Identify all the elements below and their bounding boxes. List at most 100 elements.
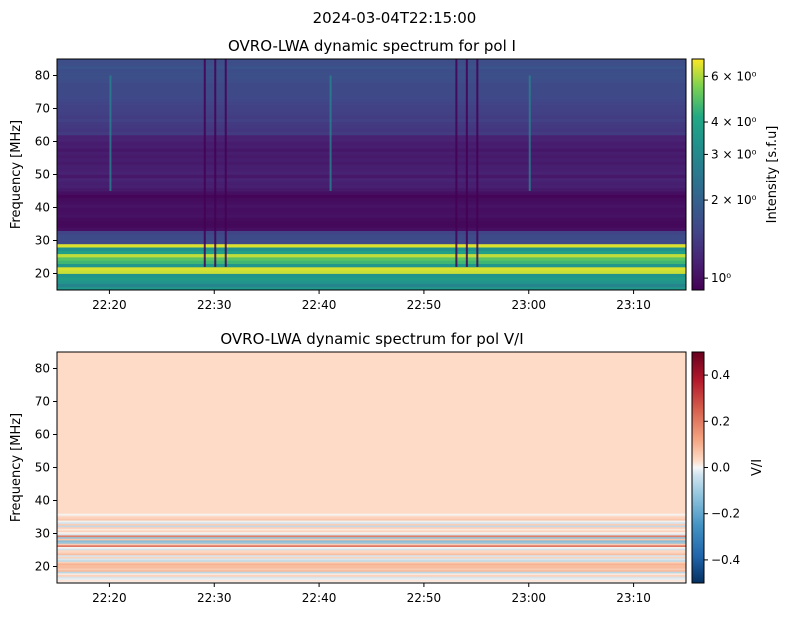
stokes-vi-freq-row xyxy=(57,563,686,566)
stokes-i-freq-row xyxy=(57,207,686,212)
stokes-i-freq-row xyxy=(57,164,686,169)
stokes-i-freq-row xyxy=(57,276,686,281)
stokes-i-dropout xyxy=(476,59,479,267)
stokes-vi-colorbar-ticks: 0.4 0.2 0.0 −0.2 −0.4 xyxy=(704,368,740,567)
y-tick-label: 30 xyxy=(35,527,50,541)
x-tick-label: 23:10 xyxy=(616,591,651,605)
stokes-vi-freq-row xyxy=(57,523,686,526)
stokes-i-freq-row xyxy=(57,134,686,139)
stokes-vi-panel: OVRO-LWA dynamic spectrum for pol V/I 22… xyxy=(9,330,765,605)
stokes-vi-freq-row xyxy=(57,517,686,519)
stokes-i-freq-row xyxy=(57,68,686,73)
stokes-i-freq-row xyxy=(57,266,686,271)
stokes-i-freq-row xyxy=(57,286,686,291)
stokes-vi-freq-row xyxy=(57,536,686,539)
stokes-i-freq-row xyxy=(57,59,686,63)
stokes-i-freq-row xyxy=(57,253,686,258)
stokes-i-burst xyxy=(109,75,112,191)
stokes-i-panel: OVRO-LWA dynamic spectrum for pol I 22:2… xyxy=(9,37,780,312)
stokes-i-burst xyxy=(329,75,332,191)
stokes-i-ylabel: Frequency [MHz] xyxy=(9,120,24,229)
stokes-i-colorbar xyxy=(691,58,705,291)
x-tick-label: 22:50 xyxy=(407,298,442,312)
stokes-i-freq-row xyxy=(57,263,686,268)
stokes-i-freq-row xyxy=(57,240,686,245)
stokes-vi-freq-row xyxy=(57,574,686,577)
stokes-vi-freq-row xyxy=(57,513,686,516)
stokes-vi-freq-row xyxy=(57,525,686,528)
stokes-i-colorbar-label: Intensity [s.f.u] xyxy=(765,126,780,224)
x-tick-label: 22:40 xyxy=(302,591,337,605)
stokes-i-freq-row xyxy=(57,230,686,235)
y-tick-label: 50 xyxy=(35,461,50,475)
stokes-i-freq-row xyxy=(57,138,686,142)
stokes-i-freq-row xyxy=(57,82,686,86)
stokes-vi-freq-row xyxy=(57,533,686,536)
stokes-vi-freq-row xyxy=(57,559,686,562)
stokes-vi-y-axis: 20 30 40 50 60 70 80 xyxy=(35,362,57,574)
stokes-i-freq-row xyxy=(57,273,686,278)
x-tick-label: 23:00 xyxy=(511,591,546,605)
stokes-vi-freq-row xyxy=(57,558,686,561)
stokes-i-freq-row xyxy=(57,95,686,99)
stokes-vi-freq-row xyxy=(57,581,686,584)
stokes-i-freq-row xyxy=(57,105,686,109)
x-tick-label: 22:20 xyxy=(92,591,127,605)
stokes-i-freq-row xyxy=(57,187,686,192)
y-tick-label: 50 xyxy=(35,168,50,182)
stokes-i-freq-row xyxy=(57,174,686,179)
stokes-vi-freq-row xyxy=(57,543,686,546)
stokes-i-freq-row xyxy=(57,62,686,66)
stokes-i-freq-row xyxy=(57,98,686,103)
stokes-i-freq-row xyxy=(57,200,686,205)
colorbar-tick-label: 4 × 10⁰ xyxy=(711,115,757,129)
stokes-vi-freq-row xyxy=(57,535,686,538)
stokes-vi-freq-row xyxy=(57,521,686,524)
stokes-i-y-axis: 20 30 40 50 60 70 80 xyxy=(35,69,57,281)
stokes-i-freq-row xyxy=(57,88,686,93)
stokes-i-freq-row xyxy=(57,121,686,126)
stokes-i-freq-row xyxy=(57,283,686,288)
stokes-vi-freq-row xyxy=(57,546,686,549)
stokes-i-freq-row xyxy=(57,250,686,255)
stokes-i-freq-row xyxy=(57,237,686,241)
stokes-vi-freq-row xyxy=(57,564,686,567)
stokes-vi-freq-row xyxy=(57,541,686,544)
stokes-vi-freq-row xyxy=(57,578,686,580)
x-tick-label: 22:40 xyxy=(302,298,337,312)
stokes-i-freq-row xyxy=(57,128,686,132)
colorbar-tick-label: 0.4 xyxy=(711,368,730,382)
stokes-vi-freq-row xyxy=(57,569,686,572)
y-tick-label: 20 xyxy=(35,560,50,574)
x-tick-label: 22:30 xyxy=(197,298,232,312)
stokes-i-freq-row xyxy=(57,115,686,119)
stokes-i-freq-row xyxy=(57,154,686,159)
stokes-i-freq-row xyxy=(57,161,686,165)
stokes-vi-freq-row xyxy=(57,566,686,569)
stokes-vi-freq-row xyxy=(57,579,686,582)
colorbar-tick-label: −0.4 xyxy=(711,553,740,567)
x-tick-label: 22:30 xyxy=(197,591,232,605)
stokes-vi-freq-row xyxy=(57,526,686,529)
stokes-i-freq-row xyxy=(57,280,686,284)
stokes-i-freq-row xyxy=(57,184,686,189)
y-tick-label: 80 xyxy=(35,362,50,376)
y-tick-label: 70 xyxy=(35,395,50,409)
stokes-vi-freq-row xyxy=(57,520,686,523)
stokes-vi-freq-row xyxy=(57,531,686,534)
stokes-vi-freq-row xyxy=(57,540,686,543)
stokes-i-freq-row xyxy=(57,217,686,222)
stokes-i-freq-row xyxy=(57,197,686,202)
stokes-vi-title: OVRO-LWA dynamic spectrum for pol V/I xyxy=(220,330,523,348)
stokes-i-freq-row xyxy=(57,108,686,113)
stokes-vi-freq-row xyxy=(57,548,686,551)
stokes-vi-freq-row xyxy=(57,528,686,531)
stokes-i-burst xyxy=(528,75,531,191)
y-tick-label: 20 xyxy=(35,267,50,281)
stokes-i-dropout xyxy=(455,59,458,267)
y-tick-label: 40 xyxy=(35,494,50,508)
stokes-vi-freq-row xyxy=(57,571,686,574)
stokes-i-freq-row xyxy=(57,78,686,83)
x-tick-label: 23:10 xyxy=(616,298,651,312)
stokes-i-freq-row xyxy=(57,167,686,172)
